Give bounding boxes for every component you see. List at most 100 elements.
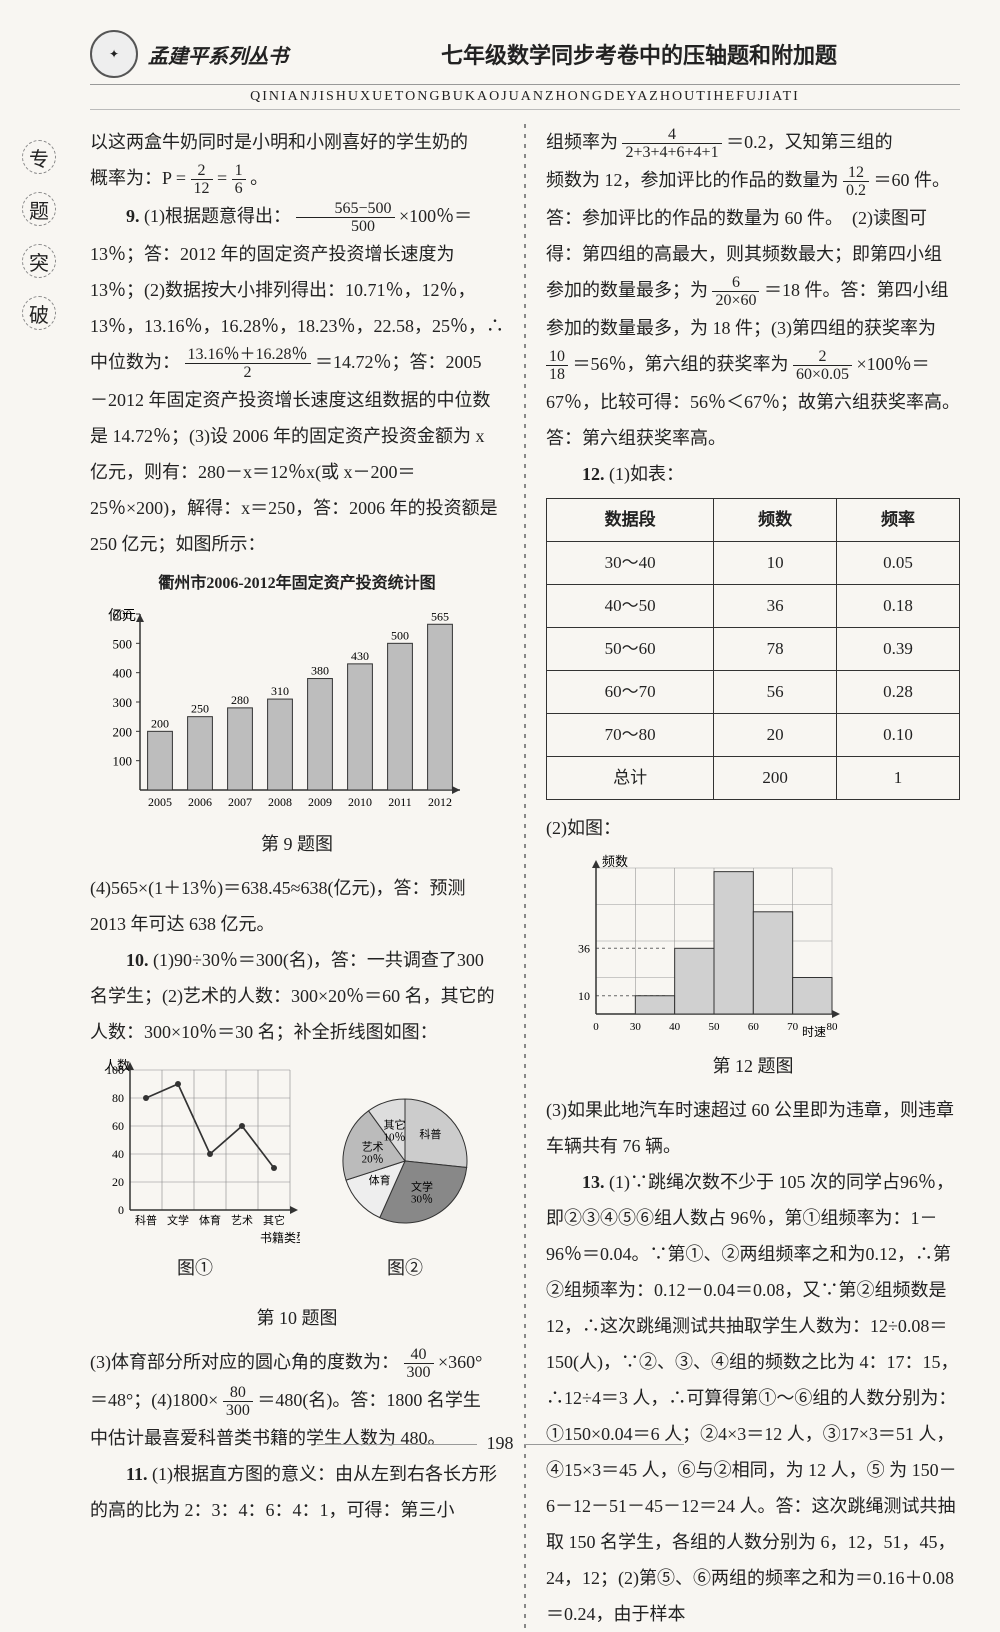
pie-chart-svg: 科普文学30％体育艺术20％其它10％: [320, 1076, 490, 1246]
subfig-caption: 图②: [320, 1250, 490, 1286]
text-block: 67％，比较可得：56％＜67％；故第六组获奖率高。答：第六组获奖率高。: [546, 384, 960, 456]
fraction: 42+3+4+6+4+1: [622, 126, 721, 162]
svg-text:人数: 人数: [104, 1058, 130, 1073]
chart-title: 衢州市2006-2012年固定资产投资统计图: [90, 568, 504, 600]
line-chart-wrap: 020406080100人数书籍类型科普文学体育艺术其它 图①: [90, 1056, 300, 1294]
svg-text:500: 500: [391, 628, 409, 642]
svg-text:时速: 时速: [802, 1025, 826, 1039]
svg-text:600: 600: [113, 607, 133, 622]
side-char: 专: [22, 140, 56, 174]
text-line: 频数为 12，参加评比的作品的数量为 120.2 ＝60 件。: [546, 162, 960, 200]
svg-text:40: 40: [112, 1147, 124, 1161]
svg-text:2008: 2008: [268, 795, 292, 809]
text-span: ＝14.72％；答：2005: [315, 352, 482, 372]
svg-text:10: 10: [578, 989, 590, 1003]
text-span: ＝18 件。答：第四小组: [764, 280, 949, 300]
text-span: (1)如表：: [609, 464, 684, 484]
text-block: 13％；答：2012 年的固定资产投资增长速度为13％；(2)数据按大小排列得出…: [90, 236, 504, 344]
text-span: 组频率为: [546, 132, 618, 152]
series-logo: ✦: [90, 30, 138, 78]
question-label: 11.: [126, 1464, 148, 1484]
book-title: 七年级数学同步考卷中的压轴题和附加题: [318, 38, 960, 70]
svg-text:体育: 体育: [369, 1173, 391, 1187]
svg-text:310: 310: [271, 684, 289, 698]
title-pinyin: QINIANJISHUXUETONGBUKAOJUANZHONGDEYAZHOU…: [90, 89, 960, 110]
question-label: 10.: [126, 950, 149, 970]
text-block: 答：参加评比的作品的数量为 60 件。 (2)读图可得：第四组的高最大，则其频数…: [546, 200, 960, 272]
text-span: ＝56％，第六组的获奖率为: [572, 354, 788, 374]
text-span: 频数为 12，参加评比的作品的数量为: [546, 170, 839, 190]
text-line: ＝48°；(4)1800× 80300 ＝480(名)。答：1800 名学生: [90, 1382, 504, 1420]
text-line: 1018 ＝56％，第六组的获奖率为 260×0.05 ×100％＝: [546, 346, 960, 384]
figure-caption: 第 10 题图: [90, 1300, 504, 1336]
svg-text:430: 430: [351, 649, 369, 663]
svg-text:80: 80: [112, 1091, 124, 1105]
svg-text:500: 500: [113, 636, 133, 651]
svg-text:300: 300: [113, 695, 133, 710]
fraction: 620×60: [712, 274, 759, 310]
text-span: ×100％＝: [399, 206, 472, 226]
svg-text:40: 40: [669, 1021, 681, 1033]
side-char: 破: [22, 296, 56, 330]
text-span: 参加的数量最多；为: [546, 280, 708, 300]
text-span: (1)∵跳绳次数不少于 105 次的同学占96％，即②③④⑤⑥组人数占 96％，…: [546, 1172, 959, 1624]
svg-text:2012: 2012: [428, 795, 452, 809]
svg-text:2011: 2011: [388, 795, 412, 809]
svg-text:文学: 文学: [167, 1213, 189, 1227]
svg-text:380: 380: [311, 663, 329, 677]
fraction: 565−500500: [296, 200, 395, 236]
svg-text:体育: 体育: [199, 1213, 221, 1227]
histogram-svg: 1036频数时速0304050607080: [546, 852, 846, 1042]
line-chart-svg: 020406080100人数书籍类型科普文学体育艺术其它: [90, 1056, 300, 1246]
svg-text:400: 400: [113, 666, 133, 681]
svg-text:2005: 2005: [148, 795, 172, 809]
text-line: 以这两盒牛奶同时是小明和小刚喜好的学生奶的: [90, 124, 504, 160]
svg-text:60: 60: [748, 1021, 760, 1033]
fraction: 212: [191, 162, 213, 198]
question-label: 12.: [582, 464, 605, 484]
svg-text:频数: 频数: [602, 854, 628, 869]
text-span: (3)体育部分所对应的圆心角的度数为：: [90, 1352, 399, 1372]
figure-caption: 第 9 题图: [90, 826, 504, 862]
bar-chart-q9: 衢州市2006-2012年固定资产投资统计图 亿元100200300400500…: [90, 568, 504, 820]
text-block: (3)如果此地汽车时速超过 60 公里即为违章，则违章车辆共有 76 辆。: [546, 1092, 960, 1164]
frequency-table: 数据段频数频率30～40100.0540～50360.1850～60780.39…: [546, 498, 960, 800]
histogram-q12: 1036频数时速0304050607080: [546, 852, 960, 1042]
side-char: 题: [22, 192, 56, 226]
fraction: 40300: [404, 1346, 434, 1382]
text-block: 10. (1)90÷30％＝300(名)，答：一共调查了300 名学生；(2)艺…: [90, 942, 504, 1050]
svg-text:200: 200: [151, 716, 169, 730]
text-span: 概率为：P =: [90, 168, 186, 188]
text-span: ×100％＝: [856, 354, 929, 374]
question-label: 13.: [582, 1172, 605, 1192]
svg-text:文学: 文学: [411, 1179, 433, 1193]
text-block: 11. (1)根据直方图的意义：由从左到右各长方形的高的比为 2：3：4：6：4…: [90, 1456, 504, 1528]
question-label: 9.: [126, 206, 140, 226]
text-span: (1)90÷30％＝300(名)，答：一共调查了300 名学生；(2)艺术的人数…: [90, 950, 495, 1042]
svg-text:20％: 20％: [362, 1153, 384, 1165]
text-span: ＝48°；(4)1800×: [90, 1390, 218, 1410]
text-span: 中位数为：: [90, 352, 180, 372]
svg-text:0: 0: [593, 1021, 599, 1033]
text-span: ＝480(名)。答：1800 名学生: [257, 1390, 481, 1410]
svg-text:0: 0: [118, 1203, 124, 1217]
svg-text:科普: 科普: [135, 1213, 157, 1227]
text-line: (2)如图：: [546, 810, 960, 846]
text-line: 组频率为 42+3+4+6+4+1 ＝0.2，又知第三组的: [546, 124, 960, 162]
text-span: (1)根据题意得出：: [144, 206, 291, 226]
svg-text:2009: 2009: [308, 795, 332, 809]
left-column: 以这两盒牛奶同时是小明和小刚喜好的学生奶的 概率为：P = 212 = 16 。…: [90, 124, 504, 1632]
svg-text:200: 200: [113, 724, 133, 739]
right-column: 组频率为 42+3+4+6+4+1 ＝0.2，又知第三组的 频数为 12，参加评…: [546, 124, 960, 1632]
side-char: 突: [22, 244, 56, 278]
page-number: 198: [0, 1433, 1000, 1454]
text-line: 12. (1)如表：: [546, 456, 960, 492]
chart-row-q10: 020406080100人数书籍类型科普文学体育艺术其它 图① 科普文学30％体…: [90, 1056, 504, 1294]
text-span: ×360°: [438, 1352, 482, 1372]
bar-chart-svg: 亿元10020030040050060020020052502006280200…: [90, 600, 470, 820]
text-block: (4)565×(1＋13％)＝638.45≈638(亿元)，答：预测 2013 …: [90, 870, 504, 942]
figure-caption: 第 12 题图: [546, 1048, 960, 1084]
text-span: 。: [250, 168, 268, 188]
svg-text:科普: 科普: [419, 1127, 441, 1141]
svg-text:2006: 2006: [188, 795, 212, 809]
